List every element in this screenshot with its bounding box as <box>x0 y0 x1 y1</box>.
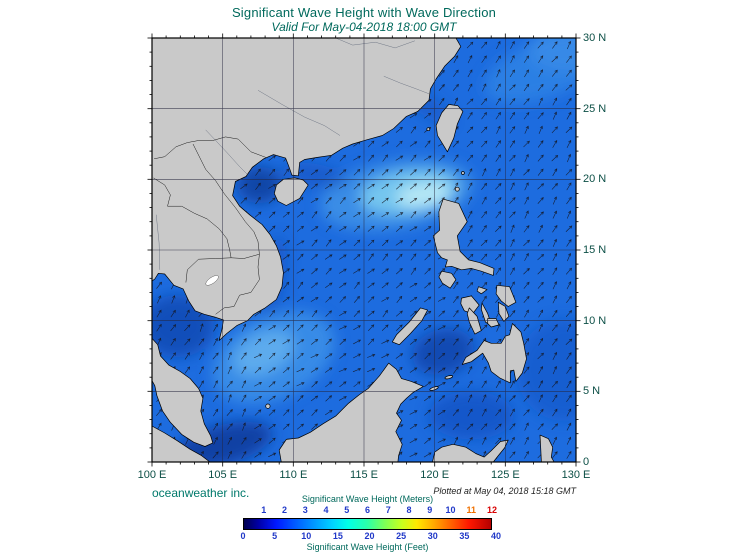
land-palawan <box>391 307 428 346</box>
x-tick-label: 100 E <box>137 469 167 481</box>
meters-tick-label: 9 <box>427 505 433 515</box>
meters-tick-label: 6 <box>364 505 371 515</box>
island-penghu <box>426 127 431 132</box>
valid-time-subtitle: Valid For May-04-2018 18:00 GMT <box>271 20 457 34</box>
land-leyte <box>497 301 510 322</box>
island-batan <box>461 171 465 175</box>
wave-patch-north-scs-core <box>396 182 451 208</box>
y-tick-label: 30 N <box>583 32 607 44</box>
oceanweather-credit: oceanweather inc. <box>152 486 250 500</box>
colorbar-meters-title: Significant Wave Height (Meters) <box>301 494 434 504</box>
meters-tick-label: 8 <box>406 505 412 515</box>
y-tick-label: 15 N <box>583 244 607 256</box>
land-borneo <box>278 362 424 462</box>
x-tick-label: 125 E <box>490 469 520 481</box>
meters-tick-label: 5 <box>344 505 350 515</box>
feet-tick-label: 15 <box>332 531 343 541</box>
land-hainan <box>273 177 309 206</box>
wave-patch-celebes-sea-low <box>429 391 514 440</box>
land-sumatra <box>152 425 211 462</box>
land-mainland <box>152 38 462 341</box>
land-taiwan <box>435 104 464 153</box>
wave-patch-sw-scs-core <box>233 330 295 376</box>
land-masbate <box>476 286 488 295</box>
page-title: Significant Wave Height with Wave Direct… <box>231 5 497 20</box>
graticule <box>152 38 576 462</box>
meters-tick-label: 10 <box>445 505 456 515</box>
y-tick-label: 10 N <box>583 314 607 327</box>
wave-patch-east-mindanao <box>516 319 576 421</box>
feet-tick-label: 35 <box>459 531 470 541</box>
meters-tick-label: 12 <box>486 505 498 515</box>
meters-tick-label: 4 <box>323 505 329 515</box>
x-tick-label: 105 E <box>208 469 238 481</box>
landmasses <box>152 38 555 462</box>
land-peninsula <box>152 337 214 447</box>
wave-map <box>147 33 581 467</box>
lake-tonle-sap <box>205 275 219 286</box>
wave-patch-sulu-sea-low <box>412 328 474 376</box>
meters-tick-label: 1 <box>261 505 267 515</box>
plot-area <box>152 38 576 462</box>
feet-tick-label: 0 <box>240 531 246 541</box>
wave-height-field <box>152 38 576 462</box>
island-babuyan <box>454 186 460 192</box>
meters-tick-label: 11 <box>466 505 477 515</box>
colorbar-gradient <box>243 518 492 530</box>
meters-tick-label: 2 <box>281 505 288 515</box>
y-tick-label: 0 <box>583 456 590 468</box>
land-sulawesi <box>432 439 509 462</box>
land-samar <box>495 284 517 307</box>
feet-tick-label: 5 <box>272 531 278 541</box>
y-tick-label: 20 N <box>583 173 607 186</box>
rivers <box>156 38 430 270</box>
meters-tick-label: 7 <box>385 505 391 515</box>
land-negros <box>466 307 482 335</box>
x-tick-label: 130 E <box>561 469 591 481</box>
y-tick-label: 5 N <box>583 385 601 398</box>
wave-patch-pacific-ne-corner <box>527 38 576 72</box>
island-jolo <box>444 375 454 380</box>
feet-tick-label: 10 <box>301 531 312 541</box>
island-natuna <box>265 403 271 409</box>
feet-tick-label: 20 <box>364 531 375 541</box>
land-mindoro <box>438 270 457 289</box>
y-tick-label: 25 N <box>583 102 607 115</box>
map-frame <box>151 37 577 463</box>
land-mindanao <box>461 323 527 384</box>
land-halmahera <box>539 434 555 462</box>
country-borders <box>153 136 266 315</box>
feet-tick-label: 30 <box>427 531 438 541</box>
x-tick-label: 120 E <box>420 469 450 481</box>
feet-tick-label: 25 <box>396 531 407 541</box>
x-tick-label: 110 E <box>279 469 308 481</box>
colorbar-feet-title: Significant Wave Height (Feet) <box>306 542 429 552</box>
meters-tick-label: 3 <box>302 505 308 515</box>
feet-tick-label: 40 <box>490 531 501 541</box>
plotted-timestamp: Plotted at May 04, 2018 15:18 GMT <box>433 486 576 496</box>
x-tick-label: 115 E <box>350 469 378 481</box>
